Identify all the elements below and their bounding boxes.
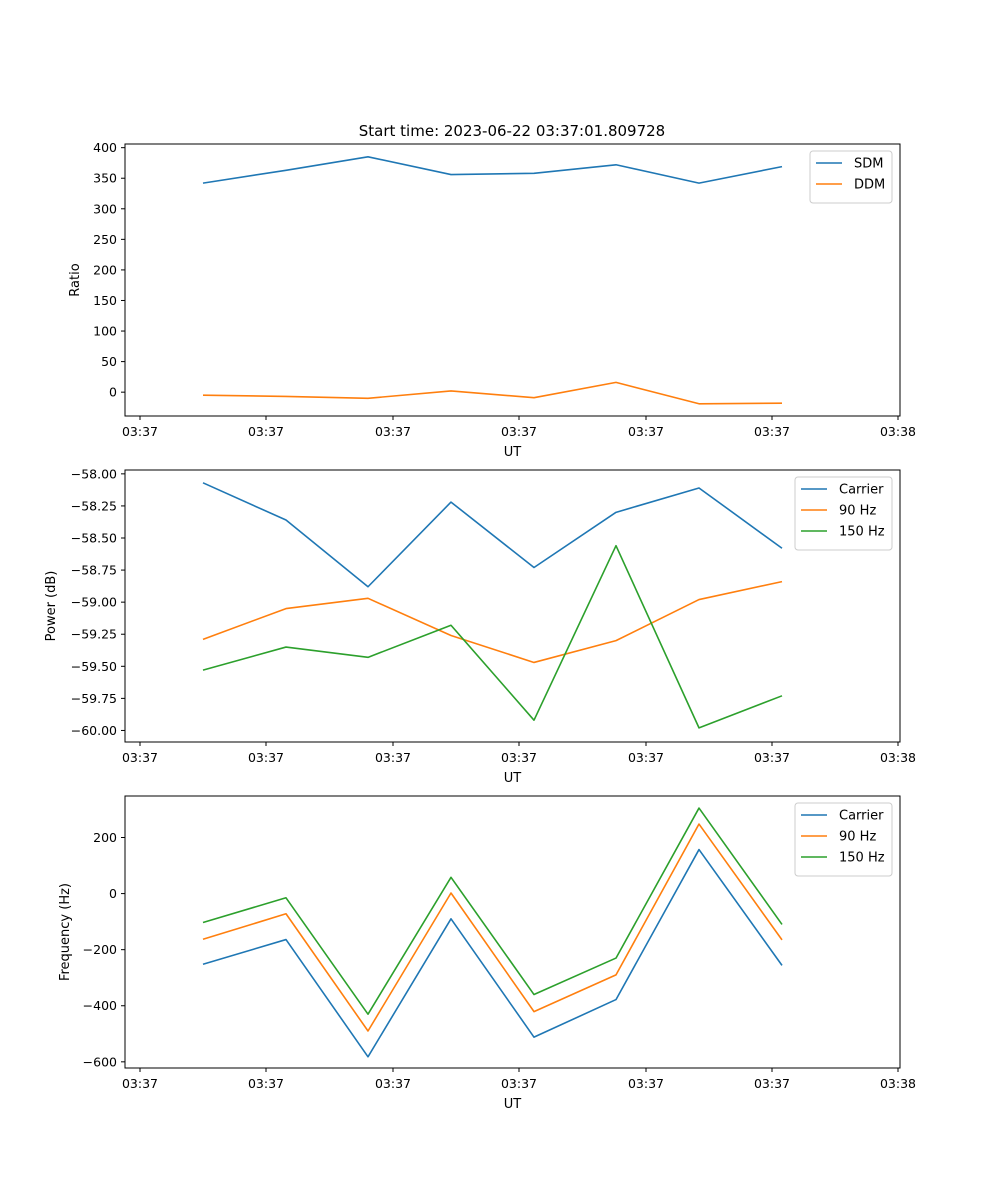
y-tick-label: 300 [93,201,117,216]
y-tick-label: 200 [93,262,117,277]
legend-entry: Carrier [839,809,884,824]
series-line-3-1 [202,848,783,1058]
x-tick-label: 03:37 [122,1076,158,1091]
legend-entry: DDM [854,178,885,193]
y-tick-label: 0 [109,385,117,400]
chart-panel-1: 03:37 03:37 03:37 03:37 03:37 03:37 03:38 0 50 10… [68,140,916,460]
x-tick-label: 03:37 [122,750,158,765]
x-tick-label: 03:37 [248,424,284,439]
y-tick-label: −58.75 [71,563,117,578]
y-tick-label: −59.00 [71,595,117,610]
legend-1: SDM DDM [809,150,893,204]
panels: 03:37 03:37 03:37 03:37 03:37 03:37 03:38 0 50 10… [44,140,916,1112]
y-tick-label: −60.00 [71,723,117,738]
x-tick-label: 03:37 [754,750,790,765]
legend-entry: Carrier [839,483,884,498]
y-tick-label: −400 [83,998,117,1013]
legend-entry: 150 Hz [839,851,885,866]
x-tick-label: 03:37 [375,424,411,439]
y-tick-label: 150 [93,293,117,308]
x-tick-label: 03:37 [248,750,284,765]
legend-box [809,150,893,204]
y-tick-label: 0 [109,886,117,901]
y-tick-label: 350 [93,171,117,186]
legend-entry: SDM [854,157,883,172]
x-tick-label: 03:37 [628,424,664,439]
x-tick-label: 03:37 [375,750,411,765]
series-line-2-2 [202,580,783,664]
x-tick-label: 03:37 [754,1076,790,1091]
x-tick-label: 03:38 [880,424,916,439]
legend-2: Carrier 90 Hz 150 Hz [794,476,893,551]
y-axis-label: Ratio [68,263,83,296]
y-tick-label: −59.75 [71,691,117,706]
legend-entry: 150 Hz [839,525,885,540]
legend-entry: 90 Hz [839,830,876,845]
x-tick-label: 03:37 [501,750,537,765]
y-tick-label: 200 [93,830,117,845]
series-line-3-3 [202,807,783,1015]
y-tick-label: −600 [83,1054,117,1069]
x-tick-label: 03:37 [754,424,790,439]
legend-3: Carrier 90 Hz 150 Hz [794,802,893,877]
axes-frame-2 [124,469,901,743]
x-tick-label: 03:37 [501,1076,537,1091]
y-tick-label: 100 [93,324,117,339]
x-tick-label: 03:37 [375,1076,411,1091]
y-tick-label: 50 [101,354,117,369]
x-tick-label: 03:37 [248,1076,284,1091]
series-line-3-2 [202,823,783,1032]
x-axis-label: UT [504,771,522,786]
chart-panel-2: 03:37 03:37 03:37 03:37 03:37 03:37 03:38 −60.0… [44,466,916,786]
y-tick-label: −200 [83,942,117,957]
x-tick-label: 03:38 [880,750,916,765]
axes-frame-3 [124,795,901,1069]
series-line-1-1 [202,156,783,184]
y-tick-label: −59.50 [71,659,117,674]
x-axis-label: UT [504,1097,522,1112]
x-axis-label: UT [504,445,522,460]
x-tick-label: 03:37 [501,424,537,439]
y-tick-label: −58.25 [71,498,117,513]
x-tick-label: 03:38 [880,1076,916,1091]
y-axis-label: Frequency (Hz) [58,883,73,981]
x-tick-label: 03:37 [122,424,158,439]
y-tick-label: −58.00 [71,466,117,481]
y-axis-label: Power (dB) [44,571,59,642]
figure-title: Start time: 2023-06-22 03:37:01.809728 [359,122,665,140]
x-tick-label: 03:37 [628,750,664,765]
chart-panel-3: 03:37 03:37 03:37 03:37 03:37 03:37 03:38 −600 −… [58,795,916,1112]
y-tick-label: 250 [93,232,117,247]
axes-frame-1 [124,143,901,417]
series-line-1-2 [202,381,783,405]
y-tick-label: 400 [93,140,117,155]
y-tick-label: −59.25 [71,627,117,642]
series-line-2-1 [202,482,783,588]
series-line-2-3 [202,544,783,729]
legend-entry: 90 Hz [839,504,876,519]
x-tick-label: 03:37 [628,1076,664,1091]
y-tick-label: −58.50 [71,531,117,546]
